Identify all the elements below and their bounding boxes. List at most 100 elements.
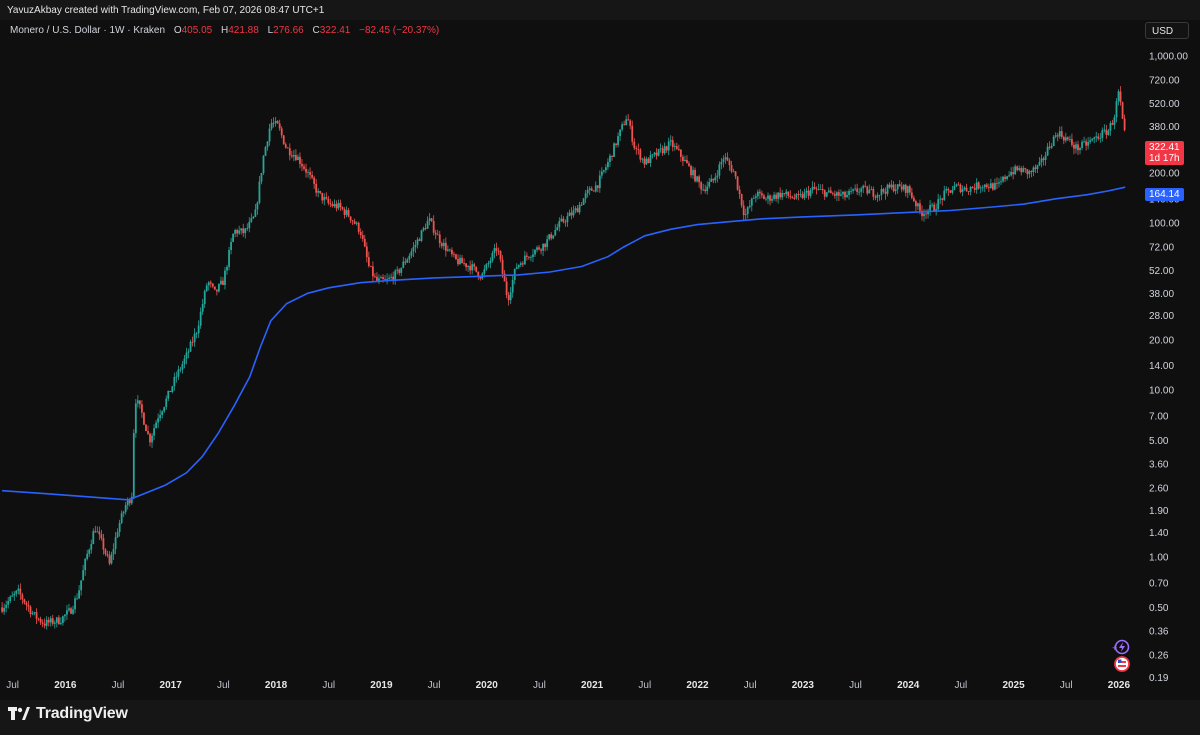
candle-body xyxy=(183,358,186,365)
candle-body xyxy=(645,158,648,165)
candle-body xyxy=(1042,158,1045,160)
lightning-icon[interactable]: + xyxy=(1112,639,1130,655)
y-tick-label: 38.00 xyxy=(1149,289,1174,300)
bar-countdown: 1d 17h xyxy=(1149,153,1180,164)
candle-body xyxy=(631,125,634,142)
candle-body xyxy=(211,283,214,287)
candle-body xyxy=(552,235,555,239)
candle-body xyxy=(86,553,89,559)
symbol-legend[interactable]: Monero / U.S. Dollar · 1W · Kraken O405.… xyxy=(10,25,439,36)
candle-body xyxy=(155,422,157,429)
top-bar: YavuzAkbay created with TradingView.com,… xyxy=(0,0,1200,20)
price-chart[interactable]: 1,000.00720.00520.00380.00200.00140.0010… xyxy=(0,20,1200,700)
y-tick-label: 0.36 xyxy=(1149,627,1169,638)
candle-body xyxy=(153,428,155,436)
candle-body xyxy=(448,249,451,251)
candle-body xyxy=(572,210,575,216)
candle-body xyxy=(252,216,255,219)
candle-body xyxy=(902,184,905,190)
candle-body xyxy=(1087,142,1090,146)
us-flag-icon[interactable] xyxy=(1114,656,1130,672)
candle-body xyxy=(1036,165,1039,169)
candle-body xyxy=(933,204,936,211)
candle-body xyxy=(799,194,802,195)
candle-body xyxy=(619,129,621,137)
candle-body xyxy=(842,191,844,195)
candle-body xyxy=(850,190,852,192)
candle-body xyxy=(220,280,222,285)
candle-body xyxy=(592,190,595,192)
candle-body xyxy=(1079,147,1081,151)
x-tick-label: 2026 xyxy=(1108,680,1131,691)
candle-body xyxy=(866,186,869,194)
candle-body xyxy=(698,176,701,183)
candle-body xyxy=(892,184,895,192)
tradingview-logo[interactable]: TradingView xyxy=(8,705,128,723)
candle-body xyxy=(613,143,615,157)
candle-body xyxy=(1109,123,1112,131)
candle-body xyxy=(904,184,907,193)
candle-body xyxy=(627,119,630,121)
candle-body xyxy=(983,184,986,188)
candle-body xyxy=(605,167,607,171)
candle-body xyxy=(550,234,553,239)
candle-body xyxy=(609,155,611,162)
x-tick-label: Jul xyxy=(428,680,441,691)
candle-body xyxy=(1028,171,1031,175)
x-tick-label: 2020 xyxy=(476,680,499,691)
candle-body xyxy=(234,229,237,234)
candle-body xyxy=(100,534,103,539)
candle-body xyxy=(590,188,593,191)
candle-body xyxy=(858,191,861,193)
candle-body xyxy=(517,264,520,268)
candle-body xyxy=(961,189,964,192)
candle-body xyxy=(396,269,399,271)
candle-body xyxy=(376,276,378,281)
moving-average-line xyxy=(2,186,1126,501)
chart-badges[interactable]: + xyxy=(1112,639,1130,672)
candle-body xyxy=(5,604,8,608)
symbol-name[interactable]: Monero / U.S. Dollar · 1W · Kraken xyxy=(10,25,166,36)
candle-body xyxy=(321,192,324,201)
candle-body xyxy=(611,155,613,157)
candle-body xyxy=(47,619,50,623)
x-tick-label: 2016 xyxy=(54,680,77,691)
x-tick-label: 2018 xyxy=(265,680,288,691)
candle-body xyxy=(55,617,58,623)
candle-body xyxy=(446,249,449,251)
candle-body xyxy=(1016,166,1019,171)
candle-body xyxy=(163,407,166,412)
candle-body xyxy=(641,158,644,160)
candle-body xyxy=(41,622,44,624)
brand-name: TradingView xyxy=(36,705,128,722)
candle-body xyxy=(941,198,944,200)
candle-body xyxy=(64,614,66,617)
candle-body xyxy=(714,177,717,181)
candle-body xyxy=(588,188,591,190)
candle-body xyxy=(720,161,723,165)
candle-body xyxy=(66,610,68,615)
candle-body xyxy=(1062,136,1065,141)
candle-body xyxy=(829,190,832,194)
y-tick-label: 52.00 xyxy=(1149,266,1174,277)
candle-body xyxy=(1040,158,1043,163)
candle-body xyxy=(1066,137,1069,140)
candle-body xyxy=(51,618,54,624)
candle-body xyxy=(969,187,972,192)
candle-body xyxy=(509,292,512,301)
candle-body xyxy=(469,265,472,271)
candle-body xyxy=(673,146,676,147)
candle-body xyxy=(568,212,571,217)
candle-body xyxy=(1022,168,1025,173)
candle-body xyxy=(1060,131,1063,137)
candle-body xyxy=(7,600,10,605)
candle-body xyxy=(953,185,956,190)
candle-body xyxy=(315,183,318,193)
price-axis[interactable]: 1,000.00720.00520.00380.00200.00140.0010… xyxy=(1149,52,1188,684)
candle-body xyxy=(602,170,605,172)
time-axis[interactable]: Jul 2016 Jul 2017 Jul 2018 Jul 2019 Jul 2020 Jul 20… xyxy=(6,680,1130,691)
chart-area[interactable]: 1,000.00720.00520.00380.00200.00140.0010… xyxy=(0,20,1200,700)
candle-body xyxy=(351,220,354,222)
close-value: 322.41 xyxy=(319,25,351,36)
currency-selector[interactable]: USD xyxy=(1145,22,1189,39)
